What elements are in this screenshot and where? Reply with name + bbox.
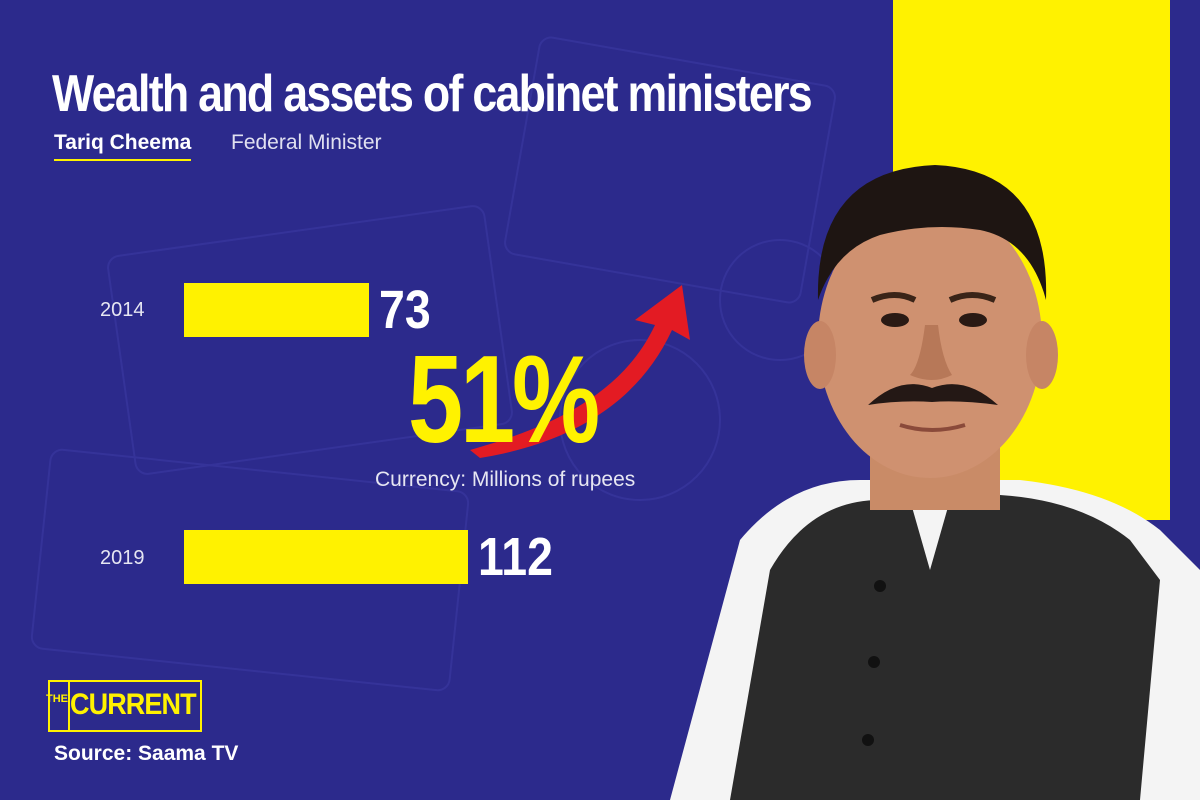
minister-role: Federal Minister bbox=[231, 131, 382, 154]
source-credit: Source: Saama TV bbox=[54, 742, 239, 765]
bar-2019 bbox=[184, 530, 468, 584]
red-upward-arrow-icon bbox=[470, 285, 690, 458]
minister-portrait bbox=[670, 165, 1200, 800]
chart-title: Wealth and assets of cabinet ministers bbox=[52, 65, 813, 123]
change-percentage: 51% bbox=[408, 331, 600, 469]
category-label-2014: 2014 bbox=[100, 299, 145, 321]
value-label-2019: 112 bbox=[478, 527, 553, 587]
logo-prefix: THE bbox=[46, 693, 68, 705]
category-label-2019: 2019 bbox=[100, 547, 145, 569]
bar-2014 bbox=[184, 283, 369, 337]
value-label-2014: 73 bbox=[379, 280, 431, 340]
minister-name: Tariq Cheema bbox=[54, 130, 192, 161]
logo-wordmark: CURRENT bbox=[70, 688, 197, 721]
unit-label: Currency: Millions of rupees bbox=[375, 468, 636, 491]
the-current-logo bbox=[48, 680, 202, 732]
